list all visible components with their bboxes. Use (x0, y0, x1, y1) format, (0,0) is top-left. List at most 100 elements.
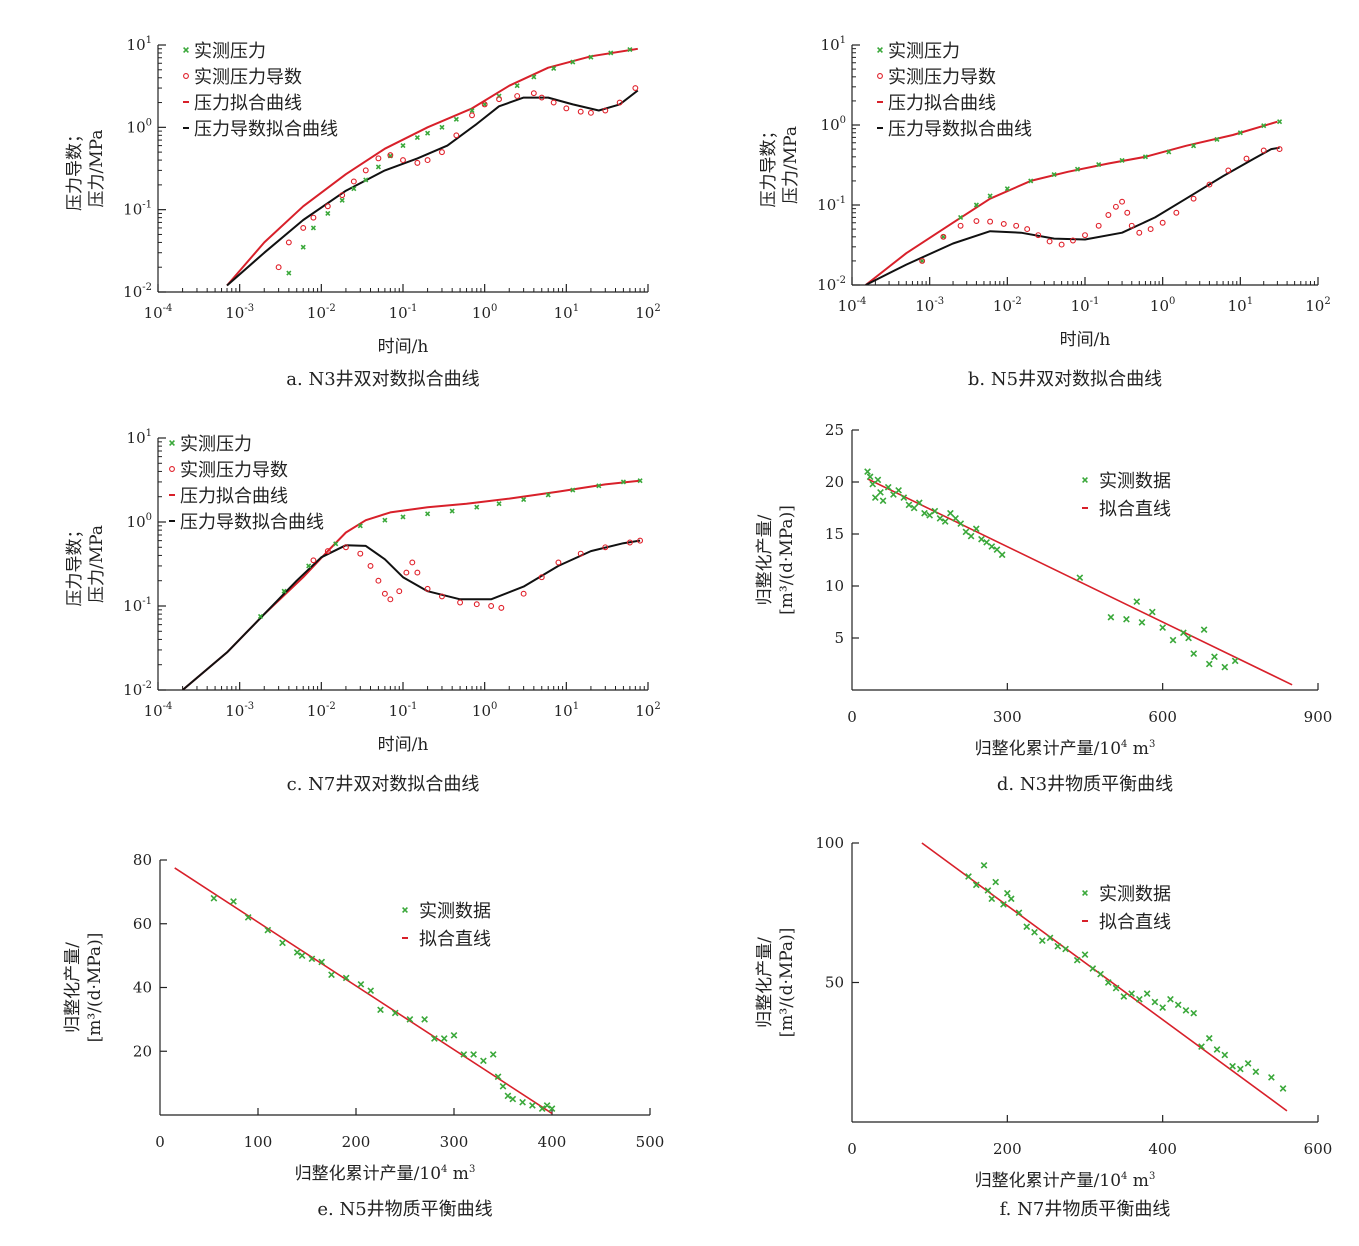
data-point (1236, 1065, 1244, 1073)
chart-caption: f. N7井物质平衡曲线 (1000, 1199, 1171, 1220)
y-tick-label: 20 (825, 473, 844, 491)
x-tick-label: 10-3 (225, 303, 254, 322)
chart-b: 10-4 10-3 10-2 10-1 100 101 102 10-2 10-1 100 101 时… (759, 35, 1331, 390)
data-point (602, 544, 609, 551)
x-tick-label: 600 (1148, 708, 1177, 726)
data-point (439, 124, 445, 130)
data-point (884, 483, 892, 491)
data-point (1279, 1085, 1287, 1092)
data-point (514, 83, 520, 89)
x-tick-label: 102 (635, 701, 660, 720)
data-point (608, 50, 614, 56)
y-tick-label: 101 (127, 35, 152, 54)
data-point (431, 1035, 438, 1042)
data-point (400, 157, 406, 164)
data-point (864, 468, 871, 475)
y-axis-label: [m³/(d·MPa)] (85, 933, 105, 1043)
data-point (1031, 928, 1038, 936)
x-tick-label: 101 (554, 303, 579, 322)
data-point (439, 593, 445, 600)
data-point (494, 1073, 502, 1081)
data-point (496, 501, 502, 507)
y-tick-label: 10-2 (123, 680, 152, 699)
data-point (563, 105, 570, 112)
data-point (520, 590, 527, 597)
chart-c: 10-4 10-3 10-2 10-1 100 101 102 10-2 10-1 100 101 时… (65, 428, 661, 795)
data-point (460, 1051, 468, 1058)
data-point (387, 152, 394, 159)
y-tick-label: 20 (133, 1042, 152, 1060)
y-tick-label: 101 (127, 428, 152, 447)
chart-caption: d. N3井物质平衡曲线 (997, 774, 1173, 795)
data-point (1213, 1046, 1221, 1053)
data-point (1167, 995, 1174, 1003)
data-point (519, 1098, 526, 1106)
data-point (1058, 241, 1065, 248)
y-tick-label: 5 (834, 629, 844, 647)
series-line (865, 120, 1278, 285)
x-tick-label: 101 (554, 701, 579, 720)
data-point (529, 1102, 536, 1109)
data-point (545, 492, 551, 498)
plot-area (921, 842, 1288, 1112)
x-tick-label: 10-4 (144, 701, 173, 720)
data-point (488, 603, 495, 609)
x-tick-label: 10-1 (389, 701, 418, 720)
legend-label: 拟合直线 (419, 929, 491, 950)
x-tick-label: 200 (993, 1140, 1022, 1158)
data-point (1261, 123, 1267, 129)
data-point (1136, 995, 1143, 1003)
data-point (324, 548, 331, 555)
legend-label: 实测压力 (180, 434, 252, 455)
data-point (1142, 154, 1149, 160)
data-point (1225, 167, 1232, 174)
x-tick-label: 100 (472, 303, 497, 322)
data-point (300, 224, 307, 231)
data-point (550, 99, 557, 106)
x-tick-label: 600 (1304, 1140, 1333, 1158)
chart-a: 10-4 10-3 10-2 10-1 100 101 102 10-2 10-1 100 101 时… (65, 35, 661, 390)
plot-area (865, 119, 1283, 285)
data-point (480, 1057, 487, 1065)
legend-label: 压力拟合曲线 (888, 93, 996, 114)
data-point (967, 532, 975, 540)
x-axis-label: 归整化累计产量/104 m3 (975, 1171, 1156, 1191)
data-point (919, 258, 925, 264)
data-point (1173, 209, 1180, 216)
data-point (375, 155, 382, 162)
data-point (627, 47, 633, 53)
data-point (450, 1031, 458, 1039)
data-point (1095, 222, 1102, 229)
data-point (1200, 626, 1208, 634)
data-point (919, 257, 926, 264)
data-point (957, 520, 965, 527)
x-tick-label: 200 (342, 1133, 371, 1151)
data-point (1119, 198, 1126, 205)
data-point (300, 244, 306, 250)
x-tick-label: 0 (847, 1140, 857, 1158)
data-point (482, 101, 488, 107)
data-point (972, 881, 980, 889)
data-point (357, 550, 364, 557)
legend-label: 拟合直线 (1099, 499, 1171, 520)
plot-area (864, 468, 1293, 686)
data-point (555, 559, 562, 566)
data-point (1128, 990, 1135, 998)
y-tick-label: 10-2 (123, 282, 152, 301)
data-point (531, 74, 537, 80)
legend-label: 实测压力导数 (888, 67, 996, 88)
data-point (1112, 984, 1120, 992)
data-point (1024, 226, 1031, 233)
x-tick-label: 500 (636, 1133, 665, 1151)
x-tick-label: 100 (244, 1133, 273, 1151)
y-tick-label: 10-1 (817, 195, 846, 214)
data-point (453, 116, 459, 122)
data-point (1013, 222, 1020, 229)
legend-label: 压力拟合曲线 (180, 486, 288, 507)
data-point (1229, 1062, 1236, 1070)
data-point (1252, 1068, 1260, 1076)
data-point (1096, 162, 1102, 168)
chart-caption: a. N3井双对数拟合曲线 (286, 369, 479, 390)
legend-label: 实测数据 (1099, 471, 1171, 492)
